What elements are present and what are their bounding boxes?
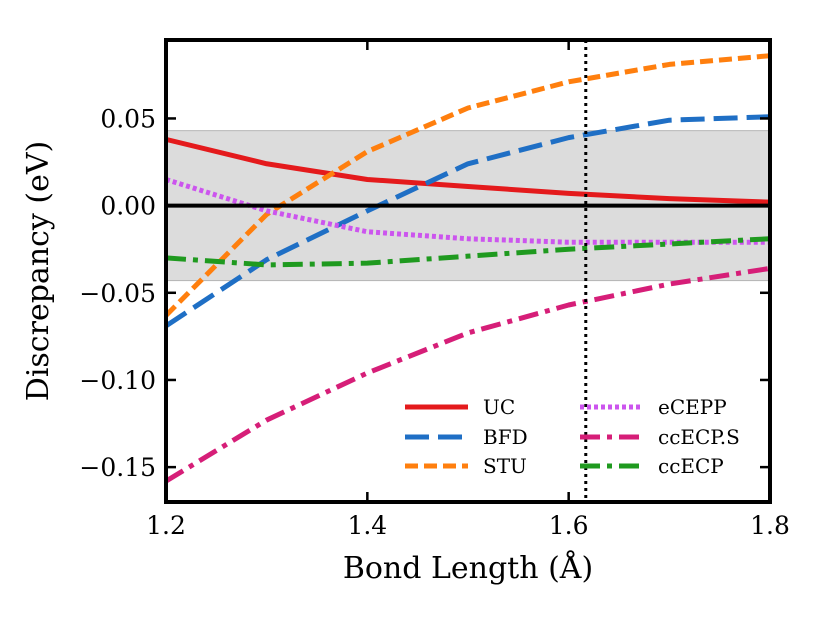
x-tick-label: 1.4 xyxy=(347,511,387,540)
x-tick-label: 1.6 xyxy=(549,511,589,540)
series-line-stu xyxy=(164,53,771,318)
ticks-layer: 1.2 1.4 1.6 1.8 −0.15 −0.10 −0.05 0.00 0.05 xyxy=(79,40,790,540)
plot-frame xyxy=(164,38,772,504)
y-axis-title: Discrepancy (eV) xyxy=(21,141,56,401)
y-tick-label: −0.10 xyxy=(79,366,156,395)
x-axis-title: Bond Length (Å) xyxy=(343,550,593,586)
legend-label: STU xyxy=(483,454,527,478)
y-tick-label: −0.05 xyxy=(79,279,156,308)
y-tick-label: 0.05 xyxy=(100,104,156,133)
legend-label: ccECP xyxy=(658,454,724,478)
x-tick-label: 1.8 xyxy=(750,511,790,540)
legend-label: ccECP.S xyxy=(658,425,740,449)
series-layer xyxy=(164,53,771,484)
series-line-ecepp xyxy=(165,177,770,245)
series-line-bfd xyxy=(164,114,771,329)
series-line-ccecp-s xyxy=(164,265,771,484)
y-tick-label: 0.00 xyxy=(100,192,156,221)
legend-label: BFD xyxy=(483,425,528,449)
x-tick-label: 1.2 xyxy=(146,511,186,540)
series-line-ccecp xyxy=(165,236,771,268)
legend-label: UC xyxy=(483,395,515,419)
y-tick-label: −0.15 xyxy=(79,453,156,482)
series-line-uc xyxy=(165,136,771,205)
legend: UC BFD STU eCEPP ccECP.S ccECP xyxy=(405,395,740,478)
legend-label: eCEPP xyxy=(658,395,727,419)
